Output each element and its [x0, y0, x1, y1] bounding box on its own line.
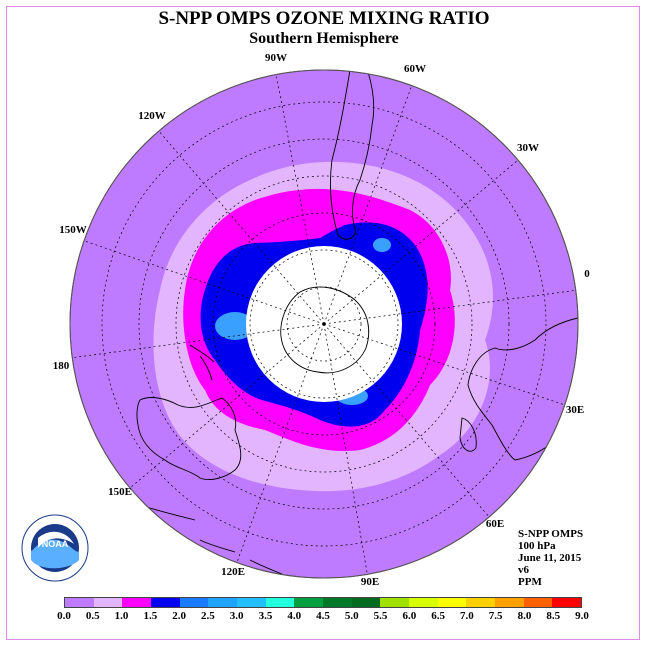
colorbar-tick-label: 4.0: [287, 610, 302, 622]
map-title: S-NPP OMPS OZONE MIXING RATIO: [158, 8, 490, 29]
colorbar-tick-label: 1.5: [143, 610, 158, 622]
colorbar-tick-label: 1.0: [114, 610, 129, 622]
colorbar-swatch: [237, 598, 266, 607]
antarctica-coastline: [280, 286, 370, 374]
colorbar-tick-label: 6.0: [402, 610, 417, 622]
colorbar-tick-label: 7.0: [460, 610, 474, 622]
colorbar-swatch: [151, 598, 180, 607]
lon-label-150e: 150E: [108, 486, 132, 498]
colorbar-swatch: [523, 598, 553, 607]
colorbar-swatch: [466, 598, 496, 607]
colorbar-swatch: [323, 598, 352, 607]
colorbar-tick-label: 8.0: [517, 610, 532, 622]
colorbar-tick-label: 2.5: [201, 610, 215, 622]
colorbar-swatch: [65, 598, 94, 607]
colorbar-tick-label: 4.5: [316, 610, 330, 622]
colorbar-tick-label: 9.0: [575, 610, 589, 622]
product-info: S-NPP OMPS 100 hPa June 11, 2015 v6 PPM: [518, 528, 583, 588]
lon-label-150w: 150W: [59, 224, 87, 236]
lon-label-90e: 90E: [360, 576, 380, 588]
lon-label-60w: 60W: [404, 63, 426, 75]
colorbar-tick-label: 7.5: [488, 610, 503, 622]
colorbar-swatch: [495, 598, 524, 607]
noaa-logo-text: NOAA: [42, 539, 69, 549]
info-product: S-NPP OMPS: [518, 528, 584, 540]
info-version: v6: [518, 564, 529, 576]
colorbar-tick-label: 8.5: [546, 610, 561, 622]
colorbar-swatch: [265, 598, 295, 607]
colorbar-tick-label: 2.0: [172, 610, 186, 622]
colorbar-tick-label: 5.0: [344, 610, 359, 622]
figure-frame: [6, 6, 640, 640]
lon-label-0: 0: [584, 268, 590, 280]
ozone-patch-2.0-north: [373, 238, 391, 252]
colorbar-tick-label: 6.5: [431, 610, 445, 622]
lon-label-120w: 120W: [138, 110, 166, 122]
colorbar-tick-label: 3.0: [229, 610, 244, 622]
colorbar-swatch: [294, 598, 324, 607]
info-date: June 11, 2015: [518, 552, 582, 564]
map-subtitle: Southern Hemisphere: [249, 30, 399, 47]
lon-label-30e: 30E: [565, 404, 585, 416]
colorbar-swatch: [179, 598, 209, 607]
info-level: 100 hPa: [518, 540, 556, 552]
lon-label-180: 180: [52, 360, 70, 372]
info-units: PPM: [518, 576, 542, 588]
colorbar-tick-label: 0.5: [85, 610, 100, 622]
lon-label-30w: 30W: [517, 142, 539, 154]
colorbar-tick-label: 3.5: [258, 610, 273, 622]
lon-label-60e: 60E: [485, 518, 505, 530]
colorbar-swatch: [351, 598, 381, 607]
lon-label-120e: 120E: [221, 566, 245, 578]
noaa-logo: NOAA: [21, 514, 89, 582]
colorbar-swatch: [380, 598, 410, 607]
colorbar-tick-label: 0.0: [57, 610, 71, 622]
colorbar: [64, 597, 582, 608]
colorbar-swatch: [437, 598, 467, 607]
colorbar-swatch: [93, 598, 123, 607]
colorbar-tick-label: 5.5: [373, 610, 388, 622]
ozone-patch-2.0-west: [215, 312, 255, 340]
lon-label-90w: 90W: [265, 52, 287, 64]
colorbar-swatch: [122, 598, 152, 607]
colorbar-swatch: [552, 598, 582, 607]
south-pole-marker: [322, 322, 326, 326]
colorbar-swatch: [409, 598, 438, 607]
graticule: [70, 73, 578, 578]
colorbar-swatch: [208, 598, 238, 607]
